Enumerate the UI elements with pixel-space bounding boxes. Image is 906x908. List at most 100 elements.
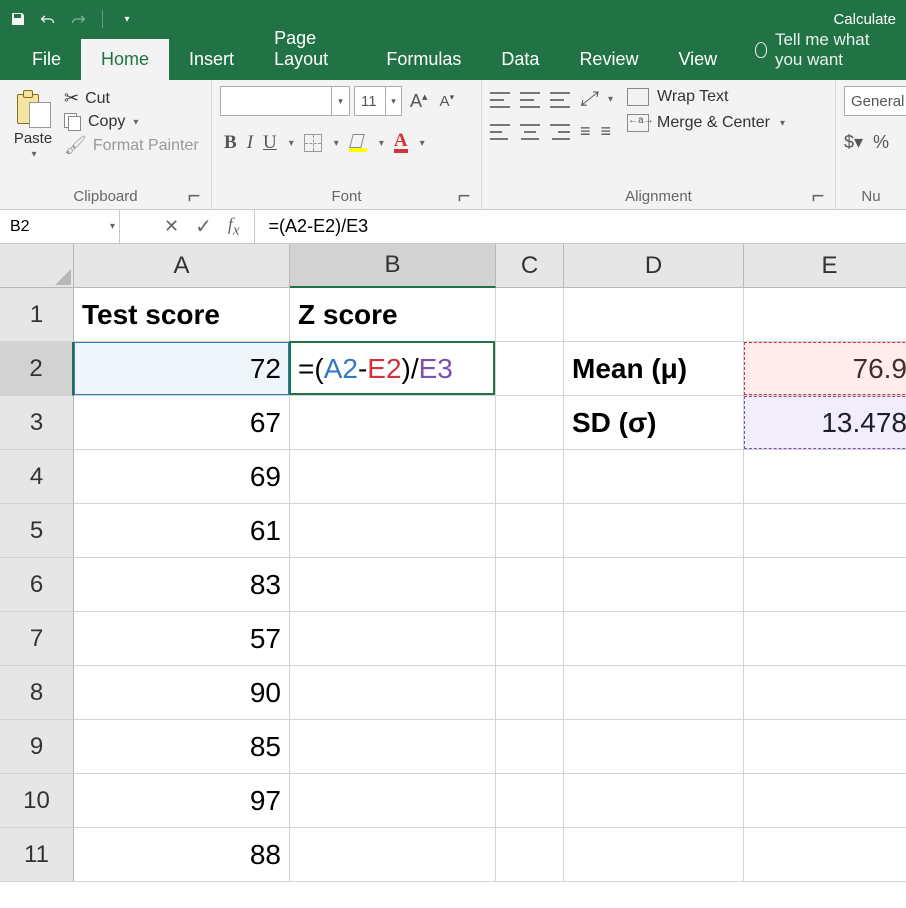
- tab-view[interactable]: View: [658, 39, 737, 80]
- column-header-E[interactable]: E: [744, 244, 906, 288]
- paste-dropdown-icon[interactable]: ▾: [31, 149, 36, 160]
- percent-format-button[interactable]: %: [873, 132, 889, 153]
- cell-D4[interactable]: [564, 450, 744, 504]
- row-header-11[interactable]: 11: [0, 828, 74, 882]
- redo-icon[interactable]: [70, 11, 86, 27]
- column-header-B[interactable]: B: [290, 244, 496, 288]
- cell-B5[interactable]: [290, 504, 496, 558]
- increase-font-icon[interactable]: A▴: [406, 90, 432, 112]
- cell-C11[interactable]: [496, 828, 564, 882]
- tab-data[interactable]: Data: [481, 39, 559, 80]
- cell-E10[interactable]: [744, 774, 906, 828]
- cell-B7[interactable]: [290, 612, 496, 666]
- cell-C4[interactable]: [496, 450, 564, 504]
- cell-B4[interactable]: [290, 450, 496, 504]
- cell-C6[interactable]: [496, 558, 564, 612]
- cell-C7[interactable]: [496, 612, 564, 666]
- align-left-button[interactable]: [490, 124, 510, 140]
- cell-A2[interactable]: 72: [74, 342, 290, 396]
- row-header-7[interactable]: 7: [0, 612, 74, 666]
- cell-B11[interactable]: [290, 828, 496, 882]
- cell-C8[interactable]: [496, 666, 564, 720]
- increase-indent-button[interactable]: ≡: [601, 121, 612, 142]
- cut-button[interactable]: ✂ Cut: [64, 88, 199, 109]
- italic-button[interactable]: I: [247, 132, 253, 154]
- cancel-icon[interactable]: ✕: [164, 216, 179, 237]
- align-right-button[interactable]: [550, 124, 570, 140]
- row-header-4[interactable]: 4: [0, 450, 74, 504]
- cell-A9[interactable]: 85: [74, 720, 290, 774]
- cell-E6[interactable]: [744, 558, 906, 612]
- font-size-combo[interactable]: 11▾: [354, 86, 402, 116]
- cell-C10[interactable]: [496, 774, 564, 828]
- name-box-dropdown-icon[interactable]: ▾: [110, 221, 115, 232]
- cell-B10[interactable]: [290, 774, 496, 828]
- number-format-combo[interactable]: General: [844, 86, 906, 116]
- align-middle-button[interactable]: [520, 92, 540, 108]
- cell-D5[interactable]: [564, 504, 744, 558]
- cell-B2[interactable]: =(A2-E2)/E3: [290, 342, 496, 396]
- paste-button[interactable]: Paste ▾: [8, 86, 58, 186]
- cell-E7[interactable]: [744, 612, 906, 666]
- cell-D7[interactable]: [564, 612, 744, 666]
- decrease-indent-button[interactable]: ≡: [580, 121, 591, 142]
- cell-B8[interactable]: [290, 666, 496, 720]
- cell-C2[interactable]: [496, 342, 564, 396]
- cell-E5[interactable]: [744, 504, 906, 558]
- cell-B1[interactable]: Z score: [290, 288, 496, 342]
- cell-B9[interactable]: [290, 720, 496, 774]
- cell-A6[interactable]: 83: [74, 558, 290, 612]
- tab-home[interactable]: Home: [81, 39, 169, 80]
- font-color-button[interactable]: A: [394, 133, 408, 153]
- cell-C9[interactable]: [496, 720, 564, 774]
- row-header-10[interactable]: 10: [0, 774, 74, 828]
- cell-D2[interactable]: Mean (μ): [564, 342, 744, 396]
- cell-E3[interactable]: 13.478: [744, 396, 906, 450]
- font-name-combo[interactable]: ▾: [220, 86, 350, 116]
- cell-E8[interactable]: [744, 666, 906, 720]
- column-header-A[interactable]: A: [74, 244, 290, 288]
- qat-customize-icon[interactable]: ▾: [119, 11, 135, 27]
- orientation-button[interactable]: ⤢: [580, 88, 596, 111]
- cell-B6[interactable]: [290, 558, 496, 612]
- save-icon[interactable]: [10, 11, 26, 27]
- cell-E1[interactable]: [744, 288, 906, 342]
- cell-E2[interactable]: 76.9: [744, 342, 906, 396]
- tell-me-search[interactable]: Tell me what you want: [741, 20, 906, 80]
- column-header-C[interactable]: C: [496, 244, 564, 288]
- cell-D6[interactable]: [564, 558, 744, 612]
- copy-dropdown-icon[interactable]: ▾: [133, 117, 138, 128]
- cell-A10[interactable]: 97: [74, 774, 290, 828]
- row-header-1[interactable]: 1: [0, 288, 74, 342]
- alignment-dialog-launcher-icon[interactable]: ⌐: [811, 191, 825, 205]
- row-header-3[interactable]: 3: [0, 396, 74, 450]
- cell-E4[interactable]: [744, 450, 906, 504]
- bold-button[interactable]: B: [224, 132, 237, 154]
- name-box[interactable]: B2 ▾: [0, 210, 120, 243]
- cell-C3[interactable]: [496, 396, 564, 450]
- cell-A5[interactable]: 61: [74, 504, 290, 558]
- cell-A11[interactable]: 88: [74, 828, 290, 882]
- cell-A3[interactable]: 67: [74, 396, 290, 450]
- align-center-button[interactable]: [520, 124, 540, 140]
- row-header-5[interactable]: 5: [0, 504, 74, 558]
- row-header-6[interactable]: 6: [0, 558, 74, 612]
- select-all-corner[interactable]: [0, 244, 74, 288]
- row-header-9[interactable]: 9: [0, 720, 74, 774]
- font-dialog-launcher-icon[interactable]: ⌐: [457, 191, 471, 205]
- column-header-D[interactable]: D: [564, 244, 744, 288]
- cell-D8[interactable]: [564, 666, 744, 720]
- wrap-text-button[interactable]: Wrap Text: [627, 88, 785, 106]
- enter-icon[interactable]: ✓: [195, 214, 212, 239]
- merge-dropdown-icon[interactable]: ▾: [780, 118, 785, 129]
- cell-A1[interactable]: Test score: [74, 288, 290, 342]
- fill-color-button[interactable]: [349, 134, 367, 152]
- cell-D10[interactable]: [564, 774, 744, 828]
- tab-review[interactable]: Review: [559, 39, 658, 80]
- cell-A8[interactable]: 90: [74, 666, 290, 720]
- align-bottom-button[interactable]: [550, 92, 570, 108]
- cell-E11[interactable]: [744, 828, 906, 882]
- tab-formulas[interactable]: Formulas: [366, 39, 481, 80]
- row-header-8[interactable]: 8: [0, 666, 74, 720]
- cell-C1[interactable]: [496, 288, 564, 342]
